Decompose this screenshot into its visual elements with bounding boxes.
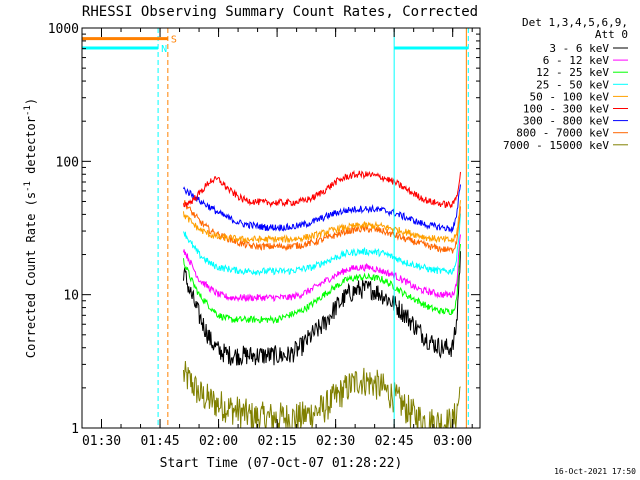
y-tick-label: 1 [71,422,79,437]
legend-label: 100 - 300 keV [523,103,609,116]
x-tick-label: 01:30 [82,434,121,449]
plot-frame [81,27,481,429]
legend-header-line-1: Det 1,3,4,5,6,9, [522,16,628,29]
series-line [183,244,461,325]
y-tick-label: 10 [63,289,79,304]
legend-label: 25 - 50 keV [536,78,609,91]
series-line [183,169,461,209]
series-line [183,251,461,366]
x-tick-label: 03:00 [433,434,472,449]
flag-label: N [161,44,167,55]
legend-label: 800 - 7000 keV [516,127,609,140]
y-axis-label: Corrected Count Rate (s-1 detector-1) [23,98,38,358]
legend-label: 3 - 6 keV [549,42,609,55]
x-tick-label: 02:15 [258,434,297,449]
x-tick-label: 02:45 [375,434,414,449]
legend-label: 50 - 100 keV [530,90,610,103]
flag-label: S [171,35,177,46]
x-tick-label: 02:00 [199,434,238,449]
series-line [183,234,461,303]
legend-label: 300 - 800 keV [523,115,609,128]
x-tick-label: 02:30 [316,434,355,449]
x-axis-label: Start Time (07-Oct-07 01:28:22) [160,456,403,471]
y-tick-label: 1000 [48,22,79,37]
x-tick-label: 01:45 [140,434,179,449]
legend-label: 7000 - 15000 keV [503,139,609,152]
series-line [183,184,461,234]
timestamp: 16-Oct-2021 17:50 [554,467,636,476]
series-line [183,200,461,244]
legend-label: 6 - 12 keV [543,54,610,67]
chart-title: RHESSI Observing Summary Count Rates, Co… [82,4,478,20]
series-line [183,213,461,277]
legend-header-line-2: Att 0 [595,28,628,41]
series-line [183,360,461,429]
y-tick-label: 100 [56,155,79,170]
legend-label: 12 - 25 keV [536,66,609,79]
